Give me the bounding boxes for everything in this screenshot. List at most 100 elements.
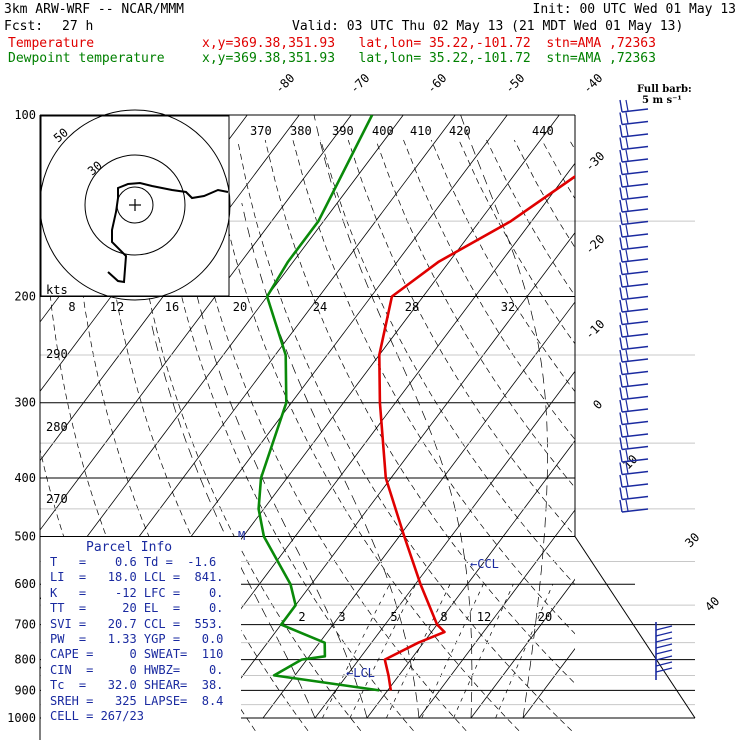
theta-label: 380	[290, 124, 312, 138]
wind-barb-flag	[625, 249, 629, 262]
hodograph-speed-tick: 16	[165, 300, 179, 314]
wind-barb-shaft	[621, 270, 649, 276]
wind-barb-shaft	[621, 483, 649, 488]
wind-barb-flag	[619, 349, 623, 363]
wind-barb-flag	[625, 362, 629, 374]
dry-adiabat-line	[126, 139, 362, 732]
dry-adiabat-line	[264, 139, 575, 684]
parcel-info-row: TT = 20 EL = 0.	[50, 601, 224, 616]
pressure-tick-label: 100	[14, 108, 36, 122]
theta-label: 400	[372, 124, 394, 138]
wind-barb-low	[655, 631, 673, 637]
wind-barb-flag	[619, 299, 623, 313]
wind-barb-flag	[619, 99, 623, 113]
parcel-info-row: CIN = 0 HWBZ= 0.	[50, 662, 224, 677]
wind-barb-flag	[625, 99, 629, 112]
barb-key-title: Full barb:	[637, 84, 692, 95]
wind-barb-shaft	[621, 358, 649, 363]
wind-barb-low	[655, 643, 673, 649]
mixing-ratio-label: 8	[440, 610, 447, 624]
wind-barb-flag	[619, 399, 623, 413]
isotherm-line	[470, 578, 575, 719]
wind-barb-flag	[619, 337, 623, 350]
wind-barb-flag	[625, 312, 629, 324]
theta-label: 420	[449, 124, 471, 138]
mixing-ratio-label: 2	[298, 610, 305, 624]
wind-barb-flag	[619, 262, 623, 275]
wind-barb-low	[655, 655, 673, 661]
pressure-tick-label: 500	[14, 529, 36, 543]
wind-barb-flag	[619, 499, 623, 513]
wind-barb-flag	[625, 224, 629, 237]
wind-barb-flag	[619, 124, 623, 138]
isotherm-label: -80	[272, 71, 297, 96]
isotherm-line	[418, 509, 575, 719]
forecast-label: Fcst:	[4, 19, 44, 34]
dewpoint-location-info: x,y=369.38,351.93 lat,lon= 35.22,-101.72…	[202, 51, 656, 66]
pressure-tick-label: 900	[14, 683, 36, 697]
wind-barb-flag	[625, 237, 629, 249]
pressure-tick-label: 600	[14, 577, 36, 591]
wind-barb-shaft	[621, 433, 649, 438]
wind-barb-shaft	[621, 320, 649, 326]
wind-barb-flag	[619, 324, 623, 338]
wind-barb-flag	[619, 424, 623, 438]
parcel-info-row: CELL = 267/23	[50, 709, 144, 724]
parcel-info-title: Parcel Info	[86, 540, 173, 555]
plot-frame-diagonal	[574, 536, 696, 719]
parcel-info-row: SVI = 20.7 CCL = 553.	[50, 616, 224, 631]
model-title: 3km ARW-WRF -- NCAR/MMM	[4, 2, 185, 17]
isotherm-line	[574, 717, 575, 718]
wind-barb-flag	[625, 299, 629, 312]
wind-barb-flag	[625, 262, 629, 274]
wind-barb-shaft	[621, 283, 649, 288]
mixing-ratio-label: 12	[477, 610, 491, 624]
wind-barb-shaft	[621, 308, 649, 313]
wind-barb-shaft	[621, 495, 649, 501]
pressure-tick-label: 300	[14, 396, 36, 410]
wind-barb-flag	[619, 374, 623, 388]
theta-label: 410	[410, 124, 432, 138]
hodograph-speed-tick: 24	[313, 300, 327, 314]
parcel-info-row: Tc = 32.0 SHEAR= 38.	[50, 678, 224, 693]
wind-barb-flag	[619, 187, 623, 200]
isotherm-label: -30	[582, 149, 607, 174]
wind-barb-flag	[625, 187, 629, 199]
wind-barb-flag	[625, 212, 629, 224]
isotherm-label: 30	[682, 530, 702, 550]
dry-adiabat-label: 280	[46, 420, 68, 434]
dewpoint-trace	[257, 115, 380, 692]
forecast-hour: 27 h	[62, 19, 94, 34]
pressure-tick-label: 700	[14, 618, 36, 632]
isotherm-line	[366, 440, 575, 719]
wind-barb-low	[655, 637, 673, 643]
wind-barb-flag	[619, 237, 623, 250]
isotherm-label: -50	[502, 71, 527, 96]
wind-barb-shaft	[621, 220, 649, 226]
wind-barb-shaft	[621, 120, 649, 126]
isotherm-line	[262, 301, 575, 719]
wind-barb-flag	[625, 274, 629, 287]
wind-barb-flag	[625, 387, 629, 399]
wind-barb-flag	[625, 499, 629, 512]
temperature-legend-label: Temperature	[8, 36, 95, 51]
wind-barb-flag	[619, 137, 623, 150]
wind-barb-flag	[625, 462, 629, 474]
dry-adiabat-line	[430, 139, 575, 393]
dry-adiabat-label: 270	[46, 492, 68, 506]
mixing-ratio-label: 20	[538, 610, 552, 624]
wind-barb-flag	[619, 437, 623, 450]
wind-barb-flag	[625, 287, 629, 299]
dry-adiabat-line	[154, 139, 414, 732]
ccl-marker: ←CCL	[470, 557, 499, 571]
wind-barb-flag	[619, 474, 623, 488]
wind-barb-shaft	[621, 420, 649, 426]
wind-barb-flag	[619, 112, 623, 125]
wind-barb-flag	[619, 287, 623, 300]
wind-barb-shaft	[621, 258, 649, 263]
pressure-tick-label: 400	[14, 471, 36, 485]
wind-barb-shaft	[621, 333, 649, 338]
wind-barb-shaft	[621, 145, 649, 151]
wind-barb-shaft	[621, 345, 649, 351]
